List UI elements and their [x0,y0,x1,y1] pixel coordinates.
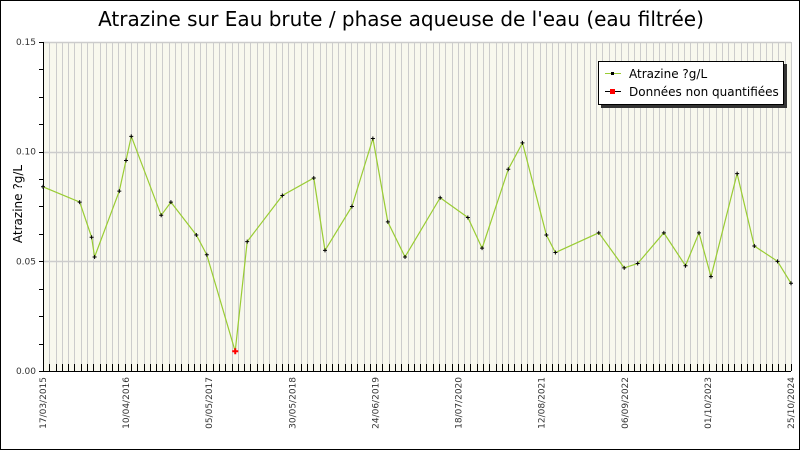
data-point-marker [89,235,94,240]
data-point-marker [129,134,134,139]
data-point-marker [661,230,666,235]
data-point-marker [480,246,485,251]
data-point-marker [168,200,173,205]
y-tick-label: 0.05 [16,257,36,267]
data-point-marker [696,230,701,235]
data-point-marker [735,171,740,176]
data-point-marker [544,233,549,238]
data-point-marker [553,250,558,255]
y-tick-label: 0.00 [16,367,36,377]
data-line [42,134,792,352]
legend-marker-icon [605,83,621,101]
chart-title: Atrazine sur Eau brute / phase aqueuse d… [98,7,704,31]
data-point-marker [438,195,443,200]
x-tick-label: 30/05/2018 [288,377,298,429]
legend-item-atrazine: Atrazine ?g/L [605,65,707,83]
x-tick-label: 12/08/2021 [538,377,548,429]
data-point-marker [465,215,470,220]
data-point-marker [349,204,354,209]
data-point-marker [245,239,250,244]
data-point-marker [683,263,688,268]
data-point-marker [622,265,627,270]
x-tick-label: 06/09/2022 [621,377,631,429]
data-point-marker [506,167,511,172]
data-point-marker [204,252,209,257]
x-tick-label: 25/10/2024 [787,377,797,429]
data-point-marker [635,261,640,266]
legend-label: Données non quantifiées [629,85,779,99]
data-point-marker [322,248,327,253]
x-tick-label: 24/06/2019 [371,377,381,429]
data-point-marker [370,136,375,141]
data-point-marker [311,175,316,180]
data-point-marker [596,230,601,235]
data-point-marker [117,189,122,194]
x-tick-label: 05/05/2017 [205,377,215,429]
data-point-marker [789,281,793,286]
legend: Atrazine ?g/L Données non quantifiées [598,61,784,105]
x-tick-label: 18/07/2020 [455,377,465,429]
legend-label: Atrazine ?g/L [629,67,708,81]
x-tick-label: 10/04/2016 [122,377,132,429]
y-tick-label: 0.10 [16,148,36,158]
x-tick-label: 17/03/2015 [39,377,49,429]
legend-marker-icon [605,65,621,83]
data-point-marker [385,219,390,224]
data-point-marker [194,233,199,238]
y-tick-label: 0.15 [16,38,36,48]
data-point-marker [124,158,129,163]
data-point-marker [92,254,97,259]
data-point-marker [520,140,525,145]
data-point-marker [280,193,285,198]
data-point-marker [775,259,780,264]
data-point-marker [77,200,82,205]
data-point-marker [159,213,164,218]
legend-item-non-quantified: Données non quantifiées [605,83,779,101]
non-quantified-marker [232,348,239,355]
data-point-marker [708,274,713,279]
x-tick-label: 01/10/2023 [704,377,714,429]
data-point-marker [41,184,45,189]
data-point-marker [403,254,408,259]
data-point-marker [752,243,757,248]
